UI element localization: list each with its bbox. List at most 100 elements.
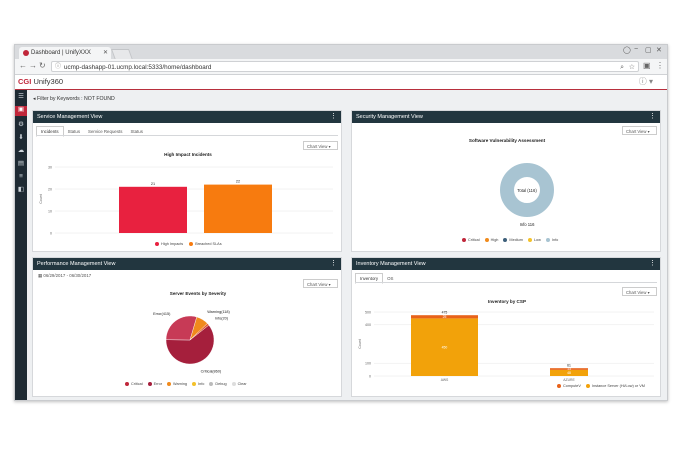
panel-header: Inventory Management View ⋮ xyxy=(352,258,660,270)
app-header: CGI Unify360 ⓘ ▾ xyxy=(15,75,667,90)
legend-dot xyxy=(231,382,236,386)
chart-view-select[interactable]: Chart View ▾ xyxy=(303,279,338,288)
panel-header: Service Management View ⋮ xyxy=(33,111,341,123)
bar-value-label: 21 xyxy=(151,182,155,186)
legend-dot xyxy=(462,238,466,242)
browser-menu-icon[interactable]: ⋮ xyxy=(656,61,664,70)
bar-breached-slas[interactable] xyxy=(204,184,272,233)
minimize-icon[interactable]: − xyxy=(634,46,639,53)
legend-item[interactable]: ComputeV xyxy=(557,384,581,388)
dashboard-content: ◂ Filter by Keywords : NOT FOUND Service… xyxy=(27,90,667,400)
legend-item[interactable]: High Impacts xyxy=(155,242,183,246)
tab-divider xyxy=(355,282,657,283)
legend-item[interactable]: Clear xyxy=(231,382,247,386)
legend-item[interactable]: High xyxy=(484,238,498,242)
bar-segment-compute[interactable] xyxy=(550,368,588,370)
back-icon[interactable]: ← xyxy=(19,61,27,70)
panel-header: Performance Management View ⋮ xyxy=(33,258,341,270)
chart-title: High Impact Incidents xyxy=(164,152,212,157)
tab-inventory[interactable]: Inventory xyxy=(355,273,384,284)
legend-item[interactable]: Instance Server (Hi/Low) or VM xyxy=(585,384,645,388)
pie-slice-critical[interactable] xyxy=(165,324,215,365)
cloud-icon[interactable]: ☁ xyxy=(17,147,25,154)
legend-item[interactable]: Info xyxy=(545,238,558,242)
forward-icon[interactable]: → xyxy=(29,61,37,70)
hamburger-icon[interactable]: ☰ xyxy=(18,93,24,100)
legend-dot xyxy=(192,382,197,386)
tab-service-requests[interactable]: Service Requests xyxy=(88,129,123,134)
bookmark-star-icon[interactable]: ☆ xyxy=(628,64,635,71)
legend-item[interactable]: Low xyxy=(527,238,541,242)
favicon-icon xyxy=(23,50,29,56)
chart-view-select[interactable]: Chart View ▾ xyxy=(622,126,657,135)
legend-item[interactable]: Error xyxy=(147,382,162,386)
reload-icon[interactable]: ↻ xyxy=(39,61,46,70)
legend-item[interactable]: Breached SLAs xyxy=(189,242,222,246)
pie-slice-info[interactable] xyxy=(189,323,210,341)
chart-legend: ComputeV Instance Server (Hi/Low) or VM xyxy=(557,384,650,388)
profile-icon[interactable]: ◯ xyxy=(623,47,631,54)
legend-dot xyxy=(545,238,550,242)
chart-view-select[interactable]: Chart View ▾ xyxy=(303,141,338,150)
tab-os[interactable]: OS xyxy=(387,276,394,281)
panel-menu-icon[interactable]: ⋮ xyxy=(649,260,656,267)
tab-incidents[interactable]: Incidents xyxy=(36,126,64,137)
legend-item[interactable]: Medium xyxy=(503,238,523,242)
list-icon[interactable]: ≡ xyxy=(19,173,23,180)
bar-value-label: 22 xyxy=(236,180,240,184)
keyword-filter[interactable]: ◂ Filter by Keywords : NOT FOUND xyxy=(33,96,115,102)
legend-label: Critical xyxy=(468,238,480,242)
legend-item[interactable]: Critical xyxy=(125,382,143,386)
book-icon[interactable]: ◧ xyxy=(17,186,25,193)
date-range-picker[interactable]: ▦ 06/29/2017 - 06/30/2017 xyxy=(38,273,92,278)
bar-segment-vm[interactable] xyxy=(550,369,588,376)
gear-icon[interactable]: ⚙ xyxy=(18,121,24,128)
browser-tab[interactable]: Dashboard | UnifyXXX ✕ xyxy=(19,47,111,59)
close-window-icon[interactable]: ✕ xyxy=(656,47,662,54)
legend-item[interactable]: Warning xyxy=(167,382,187,386)
y-tick-label: 400 xyxy=(365,323,371,327)
pie-slice-error[interactable] xyxy=(165,315,198,341)
dashboard-icon[interactable]: ▣ xyxy=(15,106,27,116)
legend-dot xyxy=(155,242,159,246)
chart-view-select[interactable]: Chart View ▾ xyxy=(622,287,657,296)
legend-dot xyxy=(147,382,152,386)
bar-segment-vm[interactable] xyxy=(411,318,478,376)
server-icon[interactable]: ▤ xyxy=(17,160,25,167)
y-tick-label: 0 xyxy=(369,374,371,378)
close-tab-icon[interactable]: ✕ xyxy=(102,50,108,56)
legend-dot xyxy=(484,238,489,242)
legend-item[interactable]: Debug xyxy=(209,382,227,386)
panel-menu-icon[interactable]: ⋮ xyxy=(330,113,337,120)
bar-total-label: 475 xyxy=(442,311,448,315)
chart-title: Server Events by Severity xyxy=(169,291,227,296)
url-text: ucmp-dashapp-01.ucmp.local:5333/home/das… xyxy=(64,64,212,71)
maximize-icon[interactable]: ▢ xyxy=(645,47,652,54)
pie-slice-label: Error(415) xyxy=(153,312,171,316)
bar-high-impacts[interactable] xyxy=(119,186,187,233)
address-bar[interactable]: ⓘ ucmp-dashapp-01.ucmp.local:5333/home/d… xyxy=(51,61,639,72)
server-events-pie-chart: Critical(860) Error(415) Warning(118) Info(… xyxy=(153,310,230,373)
app-logo[interactable]: CGI Unify360 xyxy=(18,77,64,86)
download-icon[interactable]: ⬇ xyxy=(18,134,24,141)
panel-menu-icon[interactable]: ⋮ xyxy=(649,113,656,120)
chart-legend: Critical Error Warning Info Debug Clear xyxy=(125,382,252,386)
security-management-panel: Security Management View ⋮ Chart View ▾ S… xyxy=(351,110,661,252)
y-tick-label: 10 xyxy=(48,209,52,213)
legend-dot xyxy=(503,238,508,242)
donut-center-label: Total (116) xyxy=(517,188,537,193)
bar-segment-compute[interactable] xyxy=(411,315,478,319)
legend-item[interactable]: Critical xyxy=(462,238,480,242)
panel-menu-icon[interactable]: ⋮ xyxy=(330,260,337,267)
donut-slice-info[interactable] xyxy=(500,163,554,217)
y-tick-label: 0 xyxy=(50,231,52,235)
help-icon[interactable]: ⓘ ▾ xyxy=(638,77,653,86)
pie-slice-label: Info(20) xyxy=(215,317,229,321)
tab-status-2[interactable]: Status xyxy=(130,129,143,134)
legend-item[interactable]: Info xyxy=(192,382,204,386)
zoom-icon[interactable]: ⌕ xyxy=(620,64,624,71)
y-axis-label: Count xyxy=(358,339,362,349)
tab-status[interactable]: Status xyxy=(67,129,81,134)
extension-icon[interactable]: ▣ xyxy=(643,61,651,70)
